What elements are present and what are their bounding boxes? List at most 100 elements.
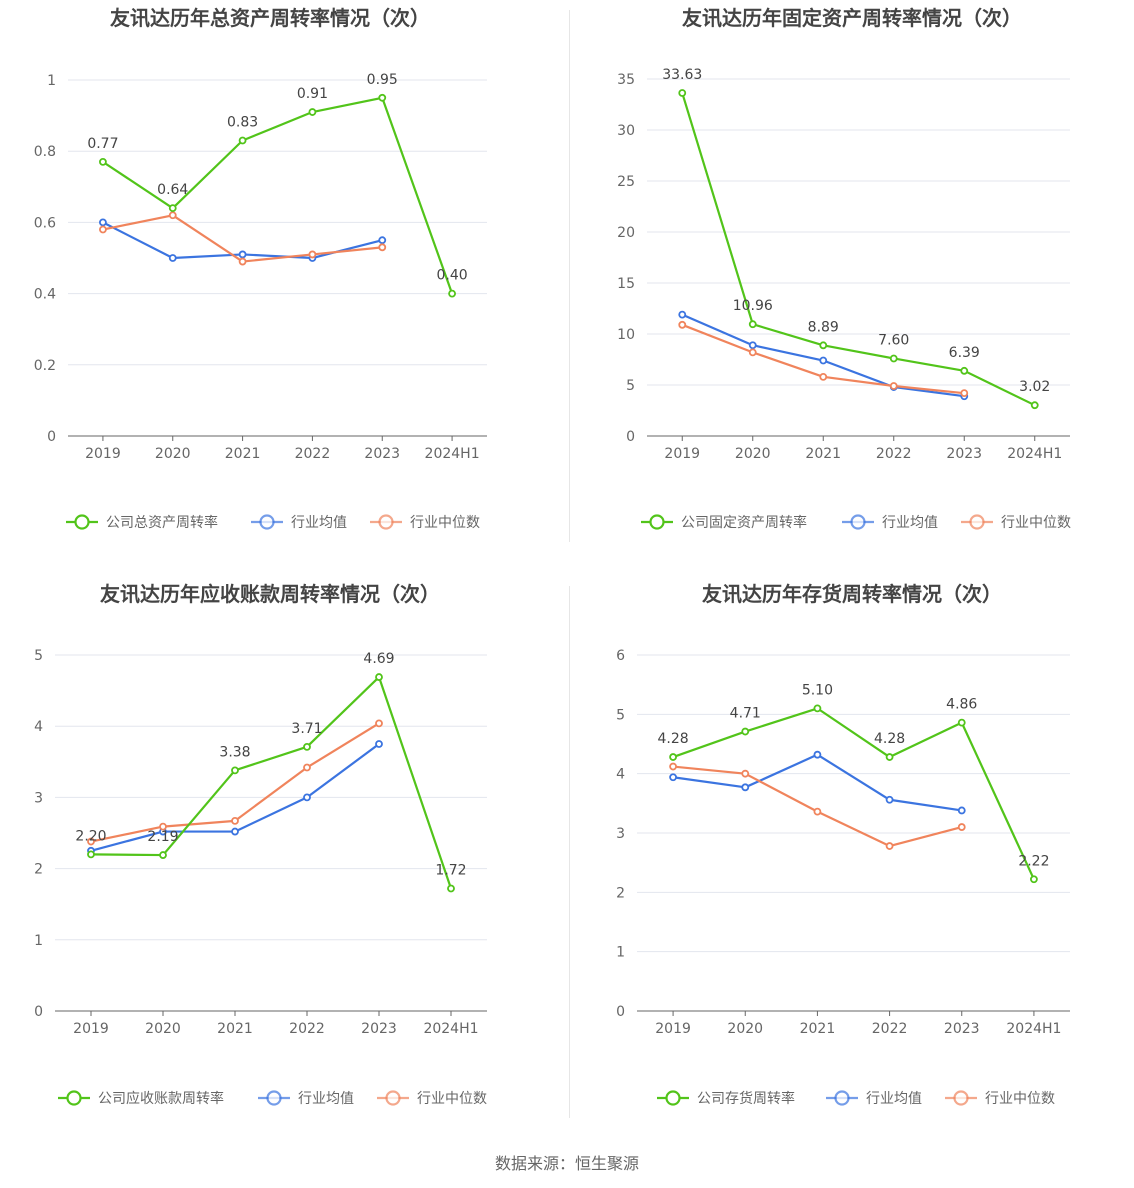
data-point-company[interactable] [378, 93, 387, 102]
data-point-industry-median[interactable] [678, 320, 687, 329]
data-point-industry-median[interactable] [819, 372, 828, 381]
x-tick-label: 2022 [872, 1021, 908, 1037]
data-label: 4.86 [946, 697, 977, 713]
chart-panel-total-asset-turnover: 友讯达历年总资产周转率情况（次） 0 0.2 0.4 0.6 0.8 1 2019 2020 20… [0, 0, 567, 574]
data-point-company[interactable] [303, 742, 311, 751]
data-point-industry-avg[interactable] [99, 218, 107, 227]
data-point-industry-median[interactable] [669, 762, 677, 771]
x-tick-label: 2019 [664, 446, 700, 462]
legend-marker-icon [665, 1090, 681, 1106]
data-point-company[interactable] [308, 108, 317, 116]
data-point-industry-median[interactable] [960, 389, 969, 398]
data-point-industry-avg[interactable] [748, 341, 757, 350]
data-point-industry-median[interactable] [87, 837, 95, 846]
data-point-company[interactable] [375, 673, 383, 681]
data-point-industry-avg[interactable] [813, 750, 822, 759]
legend-marker-icon [649, 514, 665, 530]
data-point-industry-avg[interactable] [819, 356, 828, 365]
data-point-company[interactable] [231, 766, 239, 775]
series-line-company [681, 92, 1036, 407]
chart-panel-inventory-turnover: 友讯达历年存货周转率情况（次） 0 1 2 3 4 5 6 2019 2020 2021 2022 20… [567, 574, 1134, 1148]
data-point-company[interactable] [885, 753, 894, 761]
legend-item-industry-median[interactable]: 行业中位数 [961, 514, 1071, 531]
legend-item-company[interactable]: 公司存货周转率 [657, 1090, 795, 1107]
data-point-industry-avg[interactable] [885, 795, 894, 804]
data-point-industry-median[interactable] [813, 807, 822, 816]
data-point-industry-median[interactable] [741, 769, 750, 778]
data-point-industry-avg[interactable] [303, 793, 311, 802]
data-label: 4.28 [874, 731, 905, 747]
data-point-industry-avg[interactable] [238, 250, 247, 259]
legend-item-industry-median[interactable]: 行业中位数 [945, 1090, 1055, 1107]
data-point-company[interactable] [741, 727, 750, 736]
legend-marker-icon [74, 514, 90, 530]
data-point-industry-median[interactable] [238, 257, 247, 266]
data-point-industry-median[interactable] [231, 816, 239, 825]
chart-total-asset-turnover: 友讯达历年总资产周转率情况（次） 0 0.2 0.4 0.6 0.8 1 2019 2020 20… [34, 6, 487, 531]
data-point-industry-avg[interactable] [168, 254, 177, 262]
data-point-company[interactable] [748, 320, 757, 329]
chart-fixed-asset-turnover: 友讯达历年固定资产周转率情况（次） 0 5 10 15 20 25 30 35 2019 2020 2… [617, 6, 1071, 531]
data-point-company[interactable] [669, 753, 677, 761]
data-point-company[interactable] [447, 884, 455, 893]
data-label: 6.39 [949, 345, 980, 361]
data-label: 0.64 [157, 182, 188, 198]
data-point-industry-avg[interactable] [231, 827, 239, 836]
data-point-industry-avg[interactable] [741, 783, 750, 792]
data-label: 5.10 [802, 682, 833, 698]
data-point-company[interactable] [678, 89, 687, 97]
x-tick-label: 2021 [225, 446, 261, 462]
data-point-company[interactable] [99, 157, 107, 166]
data-point-company[interactable] [238, 136, 247, 145]
data-point-industry-avg[interactable] [375, 740, 383, 748]
data-point-company[interactable] [960, 366, 969, 375]
legend-item-industry-avg[interactable]: 行业均值 [251, 514, 347, 531]
legend-item-industry-avg[interactable]: 行业均值 [258, 1090, 354, 1107]
legend-item-industry-avg[interactable]: 行业均值 [826, 1090, 922, 1107]
legend-item-industry-median[interactable]: 行业中位数 [377, 1090, 487, 1107]
data-label: 3.71 [291, 721, 322, 737]
data-point-company[interactable] [889, 354, 898, 363]
legend-item-industry-avg[interactable]: 行业均值 [842, 514, 938, 531]
y-tick-label: 10 [617, 327, 635, 343]
data-point-company[interactable] [1030, 401, 1039, 410]
series-line-industry-avg [672, 753, 962, 812]
chart-title: 友讯达历年固定资产周转率情况（次） [682, 6, 1022, 30]
data-label: 2.20 [75, 828, 106, 844]
data-point-company[interactable] [448, 289, 456, 298]
legend-item-company[interactable]: 公司固定资产周转率 [641, 514, 807, 531]
data-point-company[interactable] [87, 850, 95, 859]
data-point-company[interactable] [813, 704, 822, 713]
y-tick-label: 0 [47, 429, 56, 445]
legend-item-industry-median[interactable]: 行业中位数 [370, 514, 480, 531]
data-point-industry-median[interactable] [375, 719, 383, 728]
data-point-company[interactable] [957, 718, 966, 727]
data-point-industry-median[interactable] [308, 250, 317, 259]
data-point-industry-median[interactable] [168, 211, 177, 220]
data-point-industry-avg[interactable] [669, 773, 677, 782]
legend-item-company[interactable]: 公司总资产周转率 [66, 514, 218, 531]
legend-marker-icon [385, 1090, 401, 1106]
data-point-industry-median[interactable] [748, 348, 757, 357]
y-tick-label: 0 [626, 429, 635, 445]
data-point-industry-median[interactable] [889, 382, 898, 390]
data-point-company[interactable] [819, 341, 828, 350]
chart-receivable-turnover: 友讯达历年应收账款周转率情况（次） 0 1 2 3 4 5 2019 2020 2021 2022 2… [34, 582, 487, 1107]
legend-label: 行业中位数 [417, 1091, 487, 1107]
data-point-industry-avg[interactable] [678, 310, 687, 319]
legend-item-company[interactable]: 公司应收账款周转率 [58, 1090, 224, 1107]
data-point-company[interactable] [1030, 875, 1038, 884]
x-tick-label: 2020 [155, 446, 191, 462]
data-point-industry-median[interactable] [159, 822, 167, 831]
data-point-industry-median[interactable] [957, 823, 966, 831]
data-point-industry-median[interactable] [99, 225, 107, 234]
data-point-company[interactable] [168, 204, 177, 213]
data-point-industry-median[interactable] [885, 842, 894, 850]
data-point-industry-avg[interactable] [957, 806, 966, 815]
x-tick-label: 2021 [800, 1021, 836, 1037]
data-point-industry-median[interactable] [378, 243, 387, 252]
chart-title: 友讯达历年存货周转率情况（次） [702, 582, 1002, 606]
data-point-company[interactable] [159, 851, 167, 859]
data-point-industry-avg[interactable] [378, 236, 387, 245]
data-point-industry-median[interactable] [303, 763, 311, 772]
